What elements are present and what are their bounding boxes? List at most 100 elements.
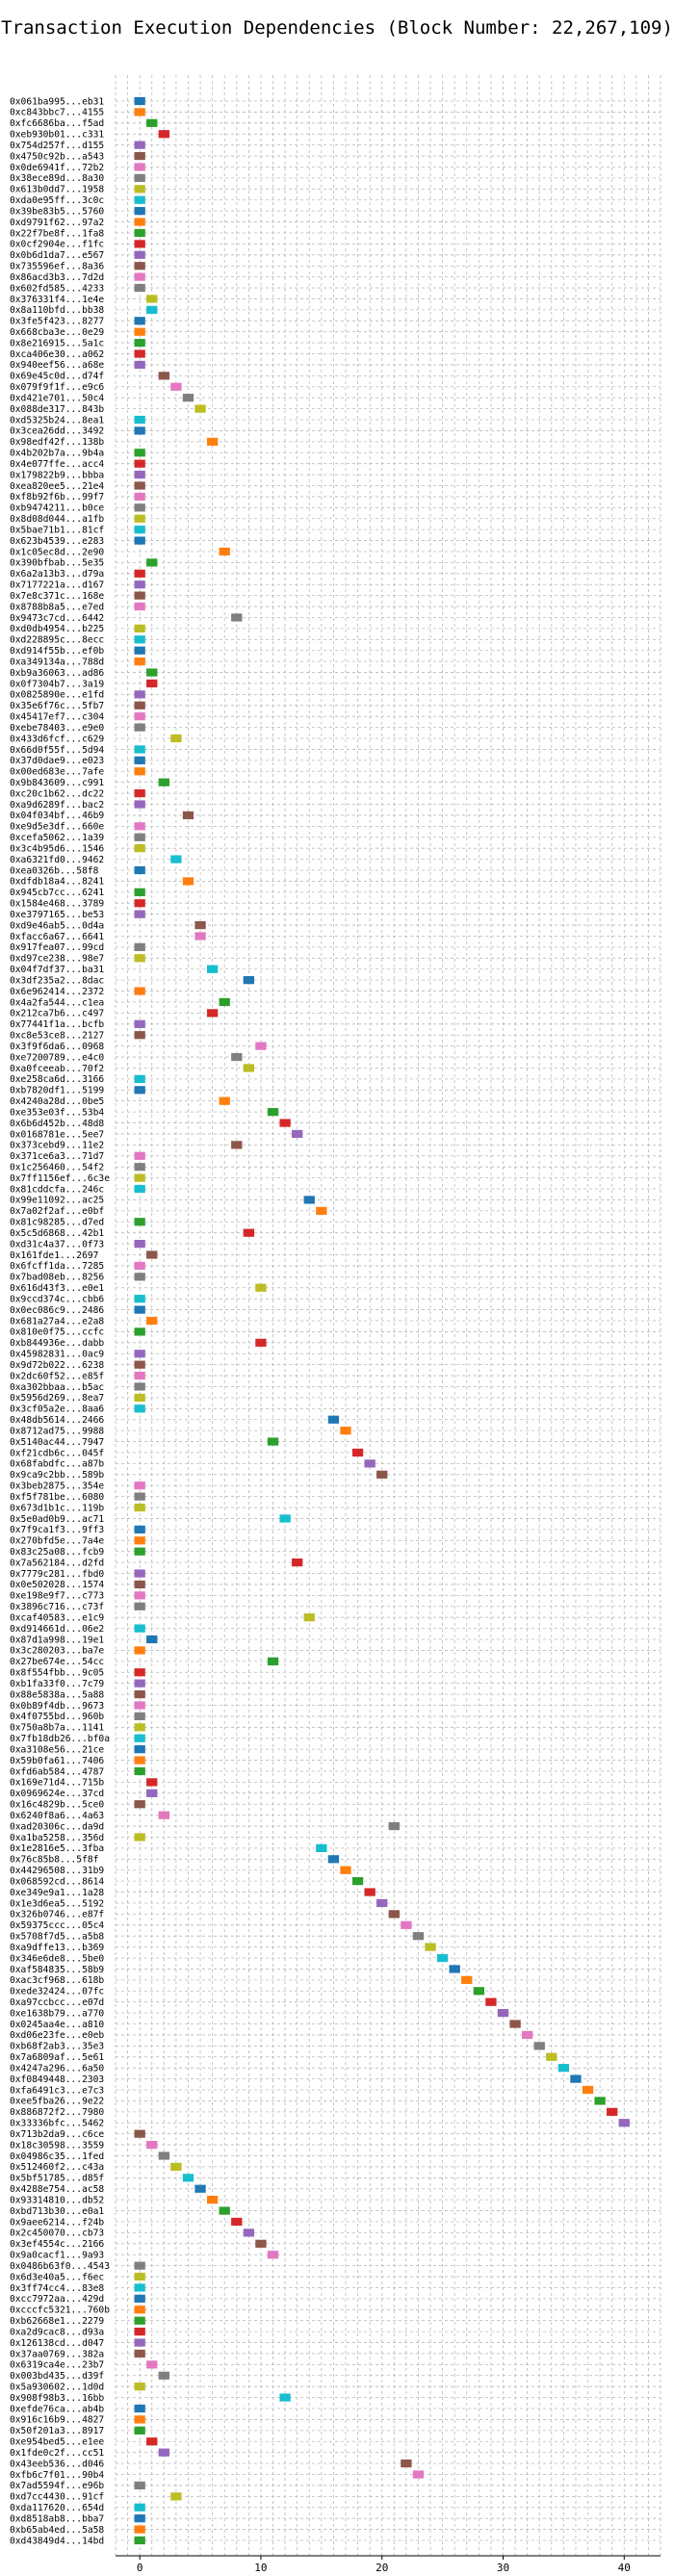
transaction-bar [255, 1338, 267, 1347]
transaction-label: 0xb7820df1...5199 [10, 1086, 104, 1096]
transaction-label: 0xfa6491c3...e7c3 [10, 2085, 104, 2096]
transaction-bar [134, 701, 145, 709]
transaction-bar [194, 920, 206, 930]
transaction-label: 0x0b89f4db...9673 [10, 1701, 104, 1712]
transaction-label: 0x39be83b5...5760 [10, 206, 104, 217]
transaction-label: 0x7a562184...d2fd [10, 1558, 104, 1568]
transaction-bar [134, 141, 145, 149]
transaction-bar [134, 888, 145, 896]
transaction-label: 0x48db5614...2466 [10, 1415, 104, 1426]
transaction-label: 0x0245aa4e...a810 [10, 2020, 104, 2030]
transaction-bar [521, 2030, 533, 2040]
transaction-label: 0x77441f1a...bcfb [10, 1019, 104, 1030]
transaction-bar [206, 965, 219, 973]
transaction-bar [194, 404, 206, 413]
transaction-label: 0xe353e03f...53b4 [10, 1107, 104, 1118]
transaction-bar [134, 1569, 145, 1578]
transaction-bar [134, 646, 145, 655]
transaction-label: 0x161fde1...2697 [10, 1250, 99, 1261]
transaction-label: 0xd228895c...8ecc [10, 635, 104, 646]
transaction-bar [170, 734, 182, 743]
transaction-bar [401, 2459, 412, 2468]
transaction-bar [582, 2085, 594, 2095]
transaction-bar [376, 1898, 388, 1908]
transaction-label: 0xf0849448...2303 [10, 2074, 104, 2085]
transaction-bar [134, 1086, 145, 1095]
transaction-bar [158, 2151, 169, 2160]
transaction-bar [134, 526, 145, 534]
transaction-label: 0x37d0dae9...e023 [10, 756, 104, 766]
transaction-label: 0x3df235a2...8dac [10, 975, 104, 986]
transaction-bar [134, 602, 145, 611]
transaction-bar [134, 1833, 145, 1842]
transaction-label: 0x5bae71b1...81cf [10, 525, 104, 535]
transaction-bar [425, 1943, 436, 1951]
transaction-bar [134, 1536, 145, 1545]
transaction-label: 0x9a0cacf1...9a93 [10, 2251, 104, 2261]
transaction-bar [134, 2503, 145, 2512]
transaction-label: 0x7ad5594f...e96b [10, 2481, 104, 2491]
transaction-bar [134, 2481, 145, 2490]
transaction-label: 0x088de317...843b [10, 404, 104, 415]
transaction-bar [134, 2415, 145, 2424]
transaction-bar [134, 822, 145, 831]
transaction-bar [351, 1448, 364, 1457]
transaction-bar [134, 1261, 145, 1271]
transaction-bar [134, 272, 145, 281]
transaction-bar [170, 382, 182, 391]
transaction-bar [182, 394, 194, 402]
transaction-bar [267, 2251, 279, 2259]
transaction-label: 0x33336bfc...5462 [10, 2119, 104, 2129]
transaction-bar [316, 1843, 327, 1853]
transaction-bar [134, 723, 145, 732]
transaction-bar [134, 1712, 145, 1721]
transaction-bar [134, 218, 145, 226]
transaction-bar [134, 910, 145, 918]
transaction-bar [255, 1283, 267, 1292]
transaction-label: 0xd8518ab8...bba7 [10, 2513, 104, 2524]
transaction-bar [134, 2316, 145, 2325]
transaction-label: 0xa349134a...788d [10, 657, 104, 667]
transaction-label: 0x4f0755bd...960b [10, 1712, 104, 1722]
transaction-label: 0x1e3d6ea5...5192 [10, 1898, 104, 1909]
transaction-label: 0xa2d9cac8...d93a [10, 2327, 104, 2337]
transaction-bar [231, 613, 243, 622]
transaction-label: 0xe954bed5...e1ee [10, 2437, 104, 2448]
transaction-label: 0x7a6809af...5e61 [10, 2052, 104, 2063]
transaction-bar [473, 1987, 484, 1996]
transaction-label: 0xf8b92f6b...99f7 [10, 492, 104, 502]
transaction-label: 0x4240a28d...0be5 [10, 1096, 104, 1107]
chart-title: Transaction Execution Dependencies (Bloc… [1, 17, 673, 39]
transaction-bar [134, 185, 145, 193]
transaction-label: 0x3ff74cc4...83e8 [10, 2283, 104, 2294]
transaction-label: 0x376331f4...1e4e [10, 295, 104, 305]
transaction-bar [594, 2097, 606, 2105]
transaction-bar [134, 865, 145, 875]
transaction-bar [194, 932, 206, 940]
transaction-label: 0x061ba995...eb31 [10, 96, 104, 107]
transaction-label: 0x270bfd5e...7a4e [10, 1536, 104, 1547]
transaction-bar [134, 481, 145, 490]
transaction-bar [436, 1953, 449, 1963]
transaction-bar [134, 1218, 145, 1226]
transaction-bar [292, 1558, 303, 1567]
transaction-bar [134, 2536, 145, 2545]
transaction-bar [607, 2107, 618, 2116]
transaction-label: 0xca406e30...a062 [10, 349, 104, 360]
transaction-label: 0xebe78403...e9e0 [10, 723, 104, 734]
transaction-bar [134, 195, 145, 204]
transaction-label: 0x668cba3e...0e29 [10, 327, 104, 338]
transaction-label: 0x0e502028...1574 [10, 1580, 104, 1590]
transaction-label: 0x945cb7cc...6241 [10, 888, 104, 898]
transaction-bar [231, 1141, 243, 1149]
transaction-label: 0x179822b9...bbba [10, 470, 104, 480]
transaction-label: 0xcefa5062...1a39 [10, 833, 104, 843]
transaction-bar [134, 492, 145, 502]
transaction-bar [206, 1009, 219, 1018]
transaction-label: 0x681a27a4...e2a8 [10, 1316, 104, 1327]
transaction-label: 0x9473c7cd...6442 [10, 613, 104, 624]
transaction-bar [401, 1920, 412, 1929]
transaction-bar [134, 2306, 145, 2314]
transaction-label: 0x66d0f55f...5d94 [10, 745, 104, 756]
